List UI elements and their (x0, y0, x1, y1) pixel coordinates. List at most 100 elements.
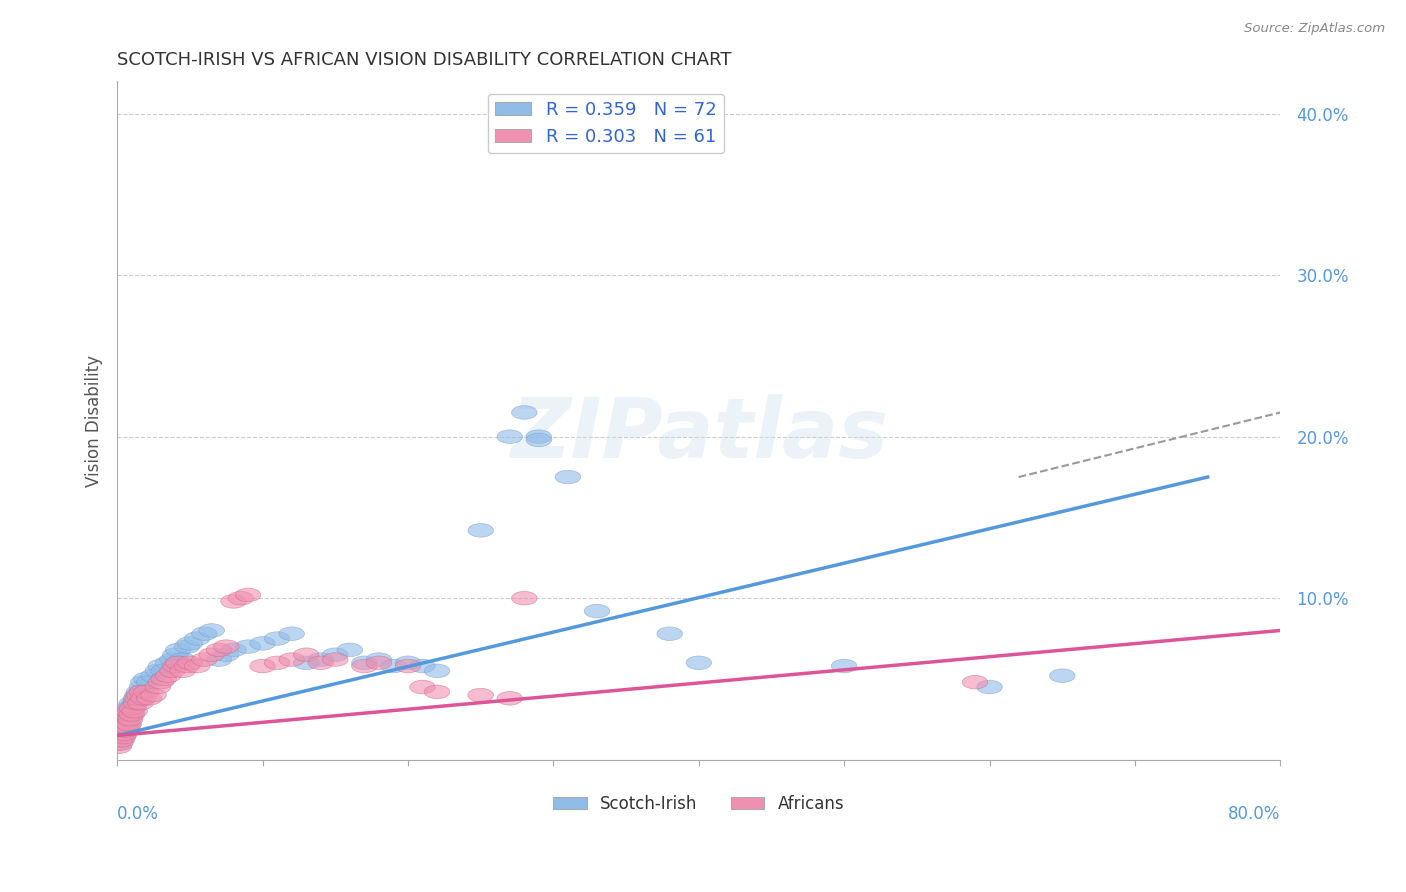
Ellipse shape (409, 659, 436, 673)
Ellipse shape (512, 591, 537, 605)
Ellipse shape (107, 737, 134, 750)
Ellipse shape (114, 721, 141, 734)
Ellipse shape (512, 406, 537, 419)
Ellipse shape (108, 731, 135, 744)
Ellipse shape (107, 729, 134, 742)
Ellipse shape (122, 697, 148, 710)
Ellipse shape (148, 659, 173, 673)
Ellipse shape (191, 627, 217, 640)
Ellipse shape (112, 713, 139, 726)
Text: Source: ZipAtlas.com: Source: ZipAtlas.com (1244, 22, 1385, 36)
Ellipse shape (120, 705, 145, 718)
Ellipse shape (1049, 669, 1076, 682)
Ellipse shape (278, 653, 305, 666)
Ellipse shape (496, 691, 523, 705)
Y-axis label: Vision Disability: Vision Disability (86, 354, 103, 486)
Ellipse shape (166, 656, 191, 670)
Ellipse shape (120, 697, 145, 710)
Ellipse shape (111, 717, 138, 731)
Ellipse shape (120, 701, 145, 714)
Ellipse shape (366, 656, 392, 670)
Ellipse shape (395, 659, 420, 673)
Ellipse shape (110, 731, 136, 744)
Ellipse shape (214, 640, 239, 654)
Ellipse shape (134, 685, 159, 698)
Ellipse shape (150, 673, 177, 686)
Ellipse shape (264, 632, 290, 645)
Ellipse shape (125, 689, 150, 702)
Ellipse shape (264, 656, 290, 670)
Ellipse shape (526, 434, 551, 447)
Text: SCOTCH-IRISH VS AFRICAN VISION DISABILITY CORRELATION CHART: SCOTCH-IRISH VS AFRICAN VISION DISABILIT… (117, 51, 731, 69)
Ellipse shape (155, 656, 181, 670)
Ellipse shape (108, 721, 135, 734)
Ellipse shape (174, 659, 200, 673)
Ellipse shape (117, 701, 142, 714)
Ellipse shape (163, 659, 188, 673)
Ellipse shape (155, 669, 181, 682)
Ellipse shape (962, 675, 988, 689)
Ellipse shape (337, 643, 363, 657)
Ellipse shape (129, 685, 155, 698)
Ellipse shape (125, 691, 150, 705)
Ellipse shape (191, 653, 217, 666)
Ellipse shape (108, 723, 135, 738)
Ellipse shape (110, 717, 136, 731)
Ellipse shape (120, 707, 145, 722)
Ellipse shape (128, 691, 153, 705)
Ellipse shape (114, 705, 141, 718)
Ellipse shape (111, 727, 138, 740)
Ellipse shape (107, 723, 134, 738)
Ellipse shape (352, 656, 377, 670)
Ellipse shape (235, 640, 262, 654)
Ellipse shape (184, 659, 209, 673)
Ellipse shape (110, 721, 136, 734)
Ellipse shape (228, 591, 253, 605)
Ellipse shape (124, 691, 149, 705)
Ellipse shape (163, 648, 188, 662)
Ellipse shape (278, 627, 305, 640)
Ellipse shape (131, 691, 156, 705)
Ellipse shape (134, 673, 159, 686)
Ellipse shape (107, 733, 134, 747)
Ellipse shape (526, 430, 551, 443)
Ellipse shape (177, 656, 202, 670)
Ellipse shape (148, 675, 173, 689)
Ellipse shape (136, 691, 162, 705)
Ellipse shape (585, 604, 610, 618)
Ellipse shape (395, 656, 420, 670)
Ellipse shape (114, 707, 141, 722)
Ellipse shape (977, 681, 1002, 694)
Ellipse shape (122, 705, 148, 718)
Ellipse shape (127, 689, 152, 702)
Ellipse shape (105, 729, 131, 742)
Ellipse shape (121, 701, 146, 714)
Ellipse shape (129, 681, 155, 694)
Ellipse shape (468, 689, 494, 702)
Ellipse shape (221, 595, 246, 608)
Ellipse shape (198, 648, 225, 662)
Ellipse shape (177, 637, 202, 650)
Ellipse shape (105, 740, 131, 754)
Ellipse shape (160, 664, 186, 678)
Ellipse shape (170, 664, 195, 678)
Text: 0.0%: 0.0% (117, 805, 159, 823)
Ellipse shape (112, 723, 139, 738)
Ellipse shape (141, 689, 166, 702)
Ellipse shape (117, 705, 142, 718)
Ellipse shape (207, 653, 232, 666)
Ellipse shape (657, 627, 682, 640)
Ellipse shape (112, 721, 139, 734)
Ellipse shape (110, 727, 136, 740)
Ellipse shape (114, 717, 141, 731)
Ellipse shape (198, 624, 225, 637)
Ellipse shape (496, 430, 523, 443)
Ellipse shape (174, 640, 200, 654)
Ellipse shape (166, 643, 191, 657)
Ellipse shape (308, 656, 333, 670)
Ellipse shape (468, 524, 494, 537)
Ellipse shape (128, 697, 153, 710)
Ellipse shape (117, 717, 142, 731)
Ellipse shape (136, 675, 162, 689)
Ellipse shape (117, 713, 142, 726)
